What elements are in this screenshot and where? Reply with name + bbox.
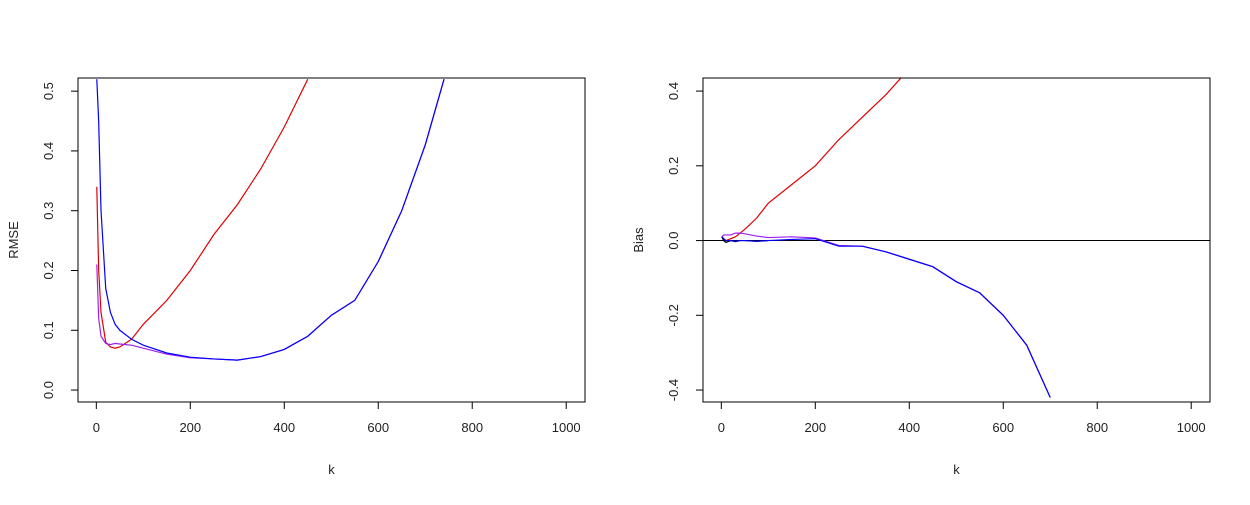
y-axis-label: RMSE <box>6 221 21 259</box>
x-tick-label: 200 <box>179 420 201 435</box>
y-tick-label: 0.2 <box>666 157 681 175</box>
series-line <box>721 78 902 242</box>
x-tick-label: 600 <box>367 420 389 435</box>
y-tick-label: -0.2 <box>666 304 681 326</box>
series-line <box>96 79 445 361</box>
y-tick-label: 0.5 <box>41 82 56 100</box>
x-tick-label: 400 <box>273 420 295 435</box>
x-tick-label: 800 <box>461 420 483 435</box>
plot-area <box>96 78 445 361</box>
y-tick-label: 0.1 <box>41 321 56 339</box>
x-tick-label: 1000 <box>552 420 581 435</box>
x-axis-label: k <box>953 462 960 477</box>
x-tick-label: 400 <box>898 420 920 435</box>
plot-area <box>703 78 1210 398</box>
series-line <box>721 236 1051 398</box>
plot-frame <box>77 77 586 403</box>
y-tick-label: 0.0 <box>41 381 56 399</box>
x-tick-label: 1000 <box>1177 420 1206 435</box>
y-tick-label: 0.4 <box>41 142 56 160</box>
series-line <box>721 232 1051 398</box>
y-tick-label: 0.3 <box>41 202 56 220</box>
x-tick-label: 0 <box>93 420 100 435</box>
x-axis-label: k <box>328 462 335 477</box>
y-tick-label: -0.4 <box>666 379 681 401</box>
y-tick-label: 0.0 <box>666 232 681 250</box>
x-tick-label: 600 <box>992 420 1014 435</box>
y-tick-label: 0.2 <box>41 261 56 279</box>
x-tick-label: 800 <box>1086 420 1108 435</box>
x-tick-label: 0 <box>718 420 725 435</box>
y-tick-label: 0.4 <box>666 82 681 100</box>
series-line <box>96 78 309 349</box>
y-axis-label: Bias <box>631 227 646 253</box>
x-tick-label: 200 <box>804 420 826 435</box>
